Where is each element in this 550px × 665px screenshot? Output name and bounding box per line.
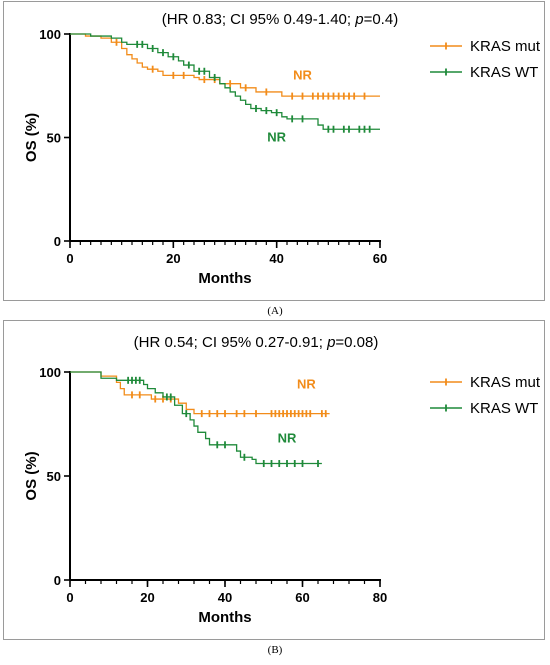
- legend-label: KRAS mut: [470, 374, 541, 391]
- x-tick-label: 40: [218, 590, 232, 605]
- x-tick-label: 60: [295, 590, 309, 605]
- caption-b: (B): [267, 644, 283, 656]
- y-axis-title: OS (%): [23, 113, 40, 162]
- stat-title-prefix: (HR 0.83; CI 95% 0.49-1.40;: [162, 11, 355, 28]
- series-label: NR: [293, 68, 312, 83]
- stat-title-suffix: =0.08): [335, 334, 378, 351]
- series-1: NR: [70, 371, 322, 468]
- x-tick-label: 20: [140, 590, 154, 605]
- survival-curve: [70, 33, 380, 97]
- legend-label: KRAS mut: [470, 38, 541, 55]
- y-tick-label: 0: [54, 573, 61, 588]
- series-label: NR: [278, 431, 297, 446]
- y-axis-title: OS (%): [23, 451, 40, 500]
- series-label: NR: [297, 377, 316, 392]
- x-tick-label: 0: [66, 251, 73, 266]
- chart-panel-a: (HR 0.83; CI 95% 0.49-1.40; p=0.4) 0 20 40 6…: [3, 1, 545, 301]
- legend-label: KRAS WT: [470, 64, 538, 81]
- stat-title-p: p: [354, 11, 363, 28]
- stat-title-suffix: =0.4): [364, 11, 399, 28]
- x-tick-label: 60: [373, 251, 387, 266]
- x-tick-label: 20: [166, 251, 180, 266]
- y-tick-label: 100: [39, 27, 61, 42]
- stat-title: (HR 0.83; CI 95% 0.49-1.40; p=0.4): [162, 11, 398, 28]
- y-tick-label: 50: [47, 469, 61, 484]
- stat-title-prefix: (HR 0.54; CI 95% 0.27-0.91;: [134, 334, 327, 351]
- survival-curve: [70, 33, 380, 130]
- chart-panel-b: (HR 0.54; CI 95% 0.27-0.91; p=0.08) 0 20 40…: [3, 320, 545, 640]
- x-tick-label: 40: [269, 251, 283, 266]
- stat-title-p: p: [326, 334, 335, 351]
- x-tick-label: 0: [66, 590, 73, 605]
- series-1: NR: [70, 33, 380, 145]
- chart-b-svg: (HR 0.54; CI 95% 0.27-0.91; p=0.08) 0 20 40…: [23, 334, 541, 626]
- x-tick-label: 80: [373, 590, 387, 605]
- stat-title: (HR 0.54; CI 95% 0.27-0.91; p=0.08): [134, 334, 379, 351]
- series-label: NR: [267, 130, 286, 145]
- x-axis-title: Months: [198, 270, 251, 287]
- survival-curve: [70, 371, 322, 465]
- caption-a: (A): [267, 305, 283, 317]
- x-axis-title: Months: [198, 609, 251, 626]
- y-tick-label: 100: [39, 365, 61, 380]
- y-tick-label: 0: [54, 234, 61, 249]
- y-tick-label: 50: [47, 131, 61, 146]
- series-0: NR: [70, 33, 380, 100]
- legend-label: KRAS WT: [470, 400, 538, 417]
- chart-a-svg: (HR 0.83; CI 95% 0.49-1.40; p=0.4) 0 20 40 6…: [23, 11, 541, 287]
